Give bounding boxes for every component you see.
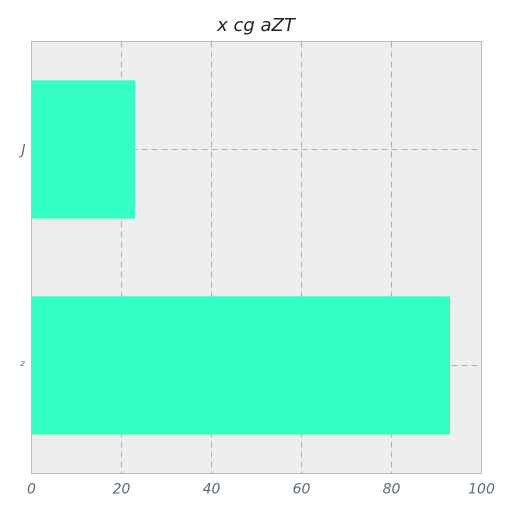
x-axis-ticks: 0 20 40 60 80 100 <box>27 482 495 498</box>
chart-title: x cg aZT <box>216 15 297 36</box>
bar-2 <box>31 296 450 435</box>
x-tick-label: 0 <box>27 482 36 498</box>
x-tick-label: 80 <box>383 482 401 498</box>
bar-1 <box>31 80 135 219</box>
x-tick-label: 40 <box>203 482 221 498</box>
x-tick-label: 20 <box>113 482 131 498</box>
bars <box>31 80 450 435</box>
x-tick-label: 60 <box>293 482 311 498</box>
y-tick-label: J <box>18 143 25 159</box>
x-tick-label: 100 <box>468 482 495 498</box>
y-tick-label: ᶻ <box>19 359 25 375</box>
y-axis-ticks: Jᶻ <box>18 143 25 375</box>
